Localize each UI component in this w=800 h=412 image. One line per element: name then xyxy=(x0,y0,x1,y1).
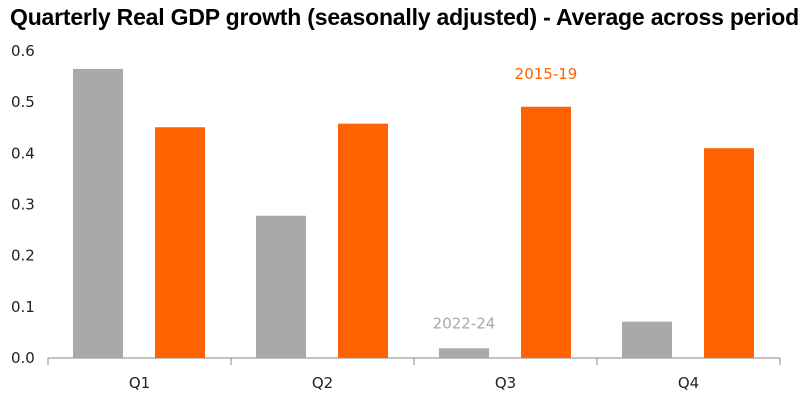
x-axis: Q1 Q2 Q3 Q4 xyxy=(47,357,781,392)
y-tick-label: 0.0 xyxy=(11,349,35,367)
series-label-2015-19: 2015-19 xyxy=(515,65,578,83)
bar-2015-19-Q1 xyxy=(155,127,205,358)
bar-2015-19-Q3 xyxy=(521,106,571,358)
y-tick-label: 0.5 xyxy=(11,93,35,111)
bar-2022-24-Q1 xyxy=(73,68,123,359)
y-axis: 0.0 0.1 0.2 0.3 0.4 0.5 0.6 xyxy=(11,42,35,367)
x-tick-label: Q3 xyxy=(495,374,516,392)
annotations: 2015-19 2022-24 xyxy=(433,65,578,333)
bars xyxy=(73,68,754,359)
y-tick-label: 0.4 xyxy=(11,144,35,162)
x-tick-label: Q1 xyxy=(129,374,150,392)
chart-title: Quarterly Real GDP growth (seasonally ad… xyxy=(10,4,799,30)
y-tick-label: 0.1 xyxy=(11,298,35,316)
x-tick-label: Q2 xyxy=(312,374,333,392)
x-tick-label: Q4 xyxy=(678,374,699,392)
bar-2022-24-Q4 xyxy=(622,321,672,358)
bar-2015-19-Q2 xyxy=(338,123,388,358)
bar-2022-24-Q2 xyxy=(256,215,306,358)
y-tick-label: 0.6 xyxy=(11,42,35,60)
bar-2022-24-Q3 xyxy=(439,348,489,358)
y-tick-label: 0.3 xyxy=(11,196,35,214)
y-tick-label: 0.2 xyxy=(11,247,35,265)
bar-2015-19-Q4 xyxy=(704,148,754,358)
series-label-2022-24: 2022-24 xyxy=(433,314,496,332)
